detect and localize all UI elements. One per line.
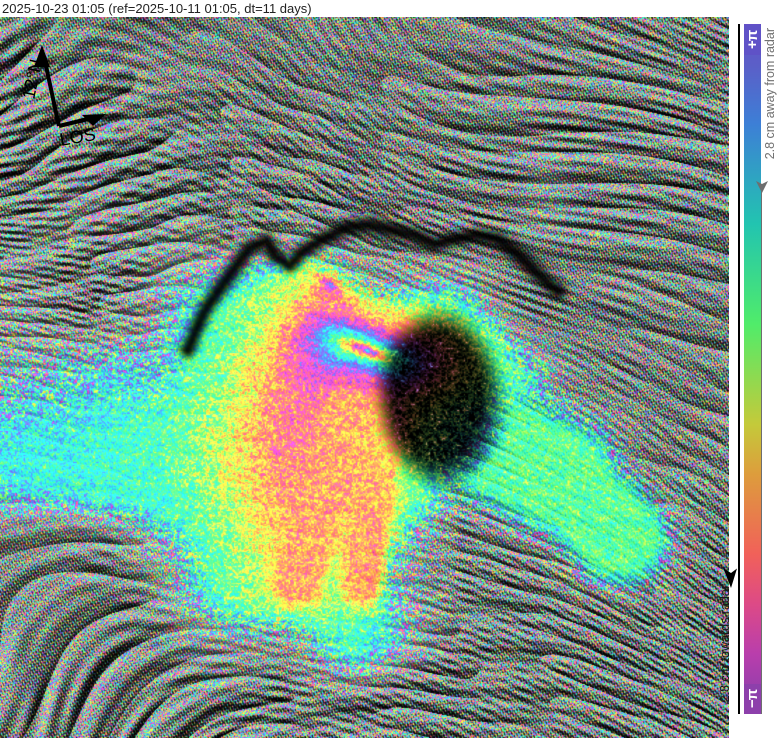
svg-text:12°N: 12°N [18,57,46,100]
